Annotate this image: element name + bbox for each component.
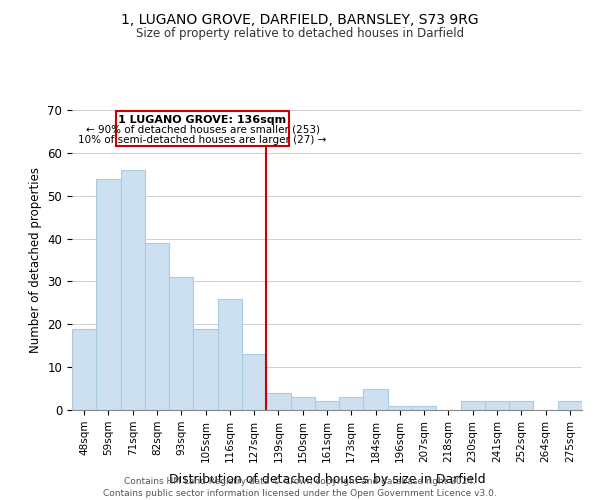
Text: Size of property relative to detached houses in Darfield: Size of property relative to detached ho… [136,28,464,40]
Bar [364,388,388,410]
Bar [315,402,339,410]
Bar [290,397,315,410]
Text: 1 LUGANO GROVE: 136sqm: 1 LUGANO GROVE: 136sqm [118,115,287,125]
Text: Contains public sector information licensed under the Open Government Licence v3: Contains public sector information licen… [103,489,497,498]
Bar [72,328,96,410]
Text: ← 90% of detached houses are smaller (253): ← 90% of detached houses are smaller (25… [86,125,320,135]
Text: 10% of semi-detached houses are larger (27) →: 10% of semi-detached houses are larger (… [79,135,327,145]
X-axis label: Distribution of detached houses by size in Darfield: Distribution of detached houses by size … [169,473,485,486]
Bar [193,328,218,410]
Bar [242,354,266,410]
Bar [96,178,121,410]
Text: Contains HM Land Registry data © Crown copyright and database right 2024.: Contains HM Land Registry data © Crown c… [124,478,476,486]
Bar [218,298,242,410]
FancyBboxPatch shape [116,111,289,146]
Y-axis label: Number of detached properties: Number of detached properties [29,167,42,353]
Bar [509,402,533,410]
Bar [558,402,582,410]
Bar [121,170,145,410]
Bar [145,243,169,410]
Bar [339,397,364,410]
Bar [169,277,193,410]
Bar [485,402,509,410]
Bar [388,406,412,410]
Bar [266,393,290,410]
Bar [412,406,436,410]
Text: 1, LUGANO GROVE, DARFIELD, BARNSLEY, S73 9RG: 1, LUGANO GROVE, DARFIELD, BARNSLEY, S73… [121,12,479,26]
Bar [461,402,485,410]
